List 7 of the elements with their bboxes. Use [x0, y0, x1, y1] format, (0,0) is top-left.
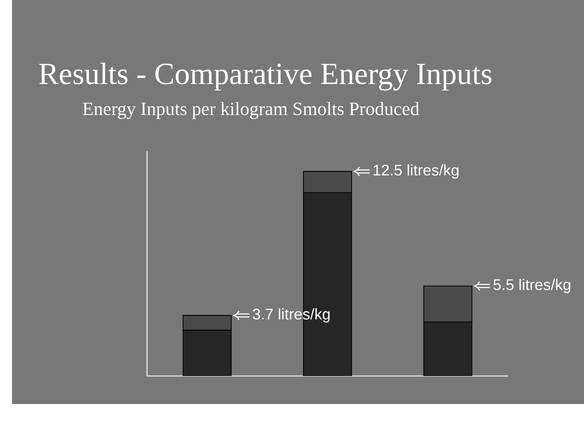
chart-subtitle: Energy Inputs per kilogram Smolts Produced [82, 102, 420, 120]
bar [182, 330, 232, 376]
bar [423, 322, 472, 376]
annotation: 5.5 litres/kg [493, 278, 570, 294]
annotation: 12.5 litres/kg [374, 164, 458, 179]
annotation: 3.7 litres/kg [252, 308, 330, 323]
chart-title: Results - Comparative Energy Inputs [39, 62, 492, 91]
